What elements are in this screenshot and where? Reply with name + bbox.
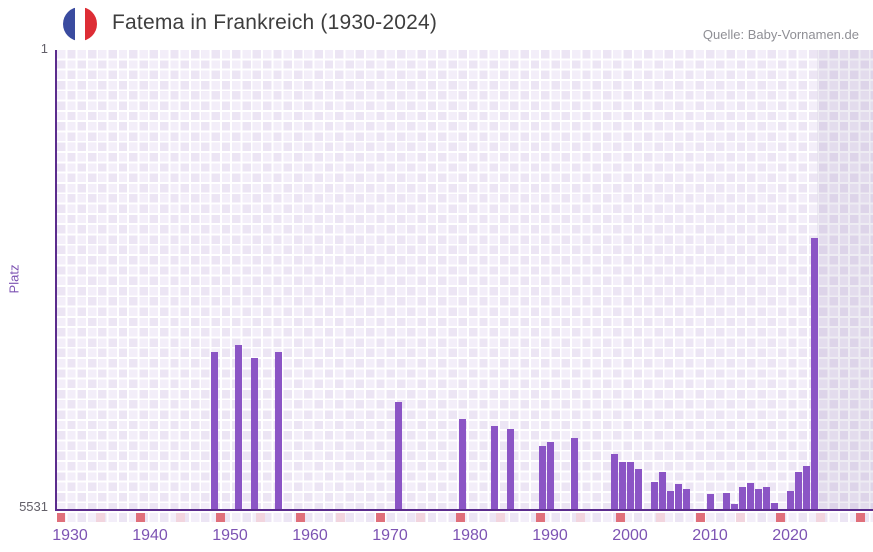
strip-marker-red [216,512,225,522]
strip-marker-pink [736,512,745,522]
bar-1985[interactable] [506,429,514,509]
bar-1990[interactable] [546,442,554,509]
bar-1951[interactable] [234,345,242,509]
bar-2005[interactable] [666,491,674,509]
x-tick-2010: 2010 [692,527,728,544]
bar-1953[interactable] [250,358,258,509]
x-tick-1960: 1960 [292,527,328,544]
bar-2006[interactable] [674,484,682,509]
bar-1956[interactable] [274,352,282,509]
bar-2003[interactable] [650,482,658,509]
bar-1993[interactable] [570,438,578,509]
bar-1971[interactable] [394,402,402,509]
chart-title: Fatema in Frankreich (1930-2024) [112,11,438,34]
x-axis-line [55,509,873,511]
strip-marker-red [57,512,65,522]
strip-marker-pink [256,512,265,522]
strip-marker-pink [496,512,505,522]
bar-2007[interactable] [682,489,690,509]
bar-2014[interactable] [738,487,746,509]
bar-2000[interactable] [626,462,634,509]
plot-area [57,50,873,509]
y-axis-top-tick: 1 [40,41,48,56]
bar-2016[interactable] [754,489,762,509]
strip-marker-pink [176,512,185,522]
strip-marker-red [696,512,705,522]
france-flag-icon [63,7,97,41]
x-tick-1990: 1990 [532,527,568,544]
bar-2013[interactable] [730,504,738,509]
strip-marker-red [536,512,545,522]
x-tick-1930: 1930 [52,527,88,544]
strip-marker-red [616,512,625,522]
strip-marker-red [856,512,865,522]
x-tick-2000: 2000 [612,527,648,544]
strip-marker-pink [336,512,345,522]
x-tick-2020: 2020 [772,527,808,544]
bar-1998[interactable] [610,454,618,509]
bar-2004[interactable] [658,472,666,509]
bar-2020[interactable] [786,491,794,509]
strip-marker-pink [816,512,825,522]
y-axis-line [55,50,57,511]
source-attribution: Quelle: Baby-Vornamen.de [702,27,859,42]
strip-marker-pink [416,512,425,522]
strip-marker-red [376,512,385,522]
flag-white-stripe [74,7,86,41]
strip-marker-red [296,512,305,522]
strip-marker-pink [96,512,105,522]
y-axis-title: Platz [6,264,22,294]
bar-1999[interactable] [618,462,626,509]
bar-1983[interactable] [490,426,498,509]
x-tick-1940: 1940 [132,527,168,544]
bar-2017[interactable] [762,487,770,509]
axis-marker-strip [57,512,873,522]
flag-blue-stripe [63,7,75,41]
x-tick-1980: 1980 [452,527,488,544]
strip-marker-pink [656,512,665,522]
bar-1948[interactable] [210,352,218,509]
bar-2012[interactable] [722,493,730,509]
flag-red-stripe [85,7,97,41]
bar-2021[interactable] [794,472,802,509]
bar-2015[interactable] [746,483,754,509]
bar-2023[interactable] [810,238,818,509]
strip-marker-red [456,512,465,522]
x-tick-1950: 1950 [212,527,248,544]
x-tick-1970: 1970 [372,527,408,544]
y-axis-bottom-tick: 5531 [19,499,48,514]
no-data-region [817,50,873,509]
bar-2018[interactable] [770,503,778,509]
strip-marker-red [776,512,785,522]
bar-1979[interactable] [458,419,466,509]
bar-2010[interactable] [706,494,714,509]
bar-1989[interactable] [538,446,546,509]
strip-marker-pink [576,512,585,522]
bar-2001[interactable] [634,469,642,509]
strip-marker-red [136,512,145,522]
bar-2022[interactable] [802,466,810,509]
